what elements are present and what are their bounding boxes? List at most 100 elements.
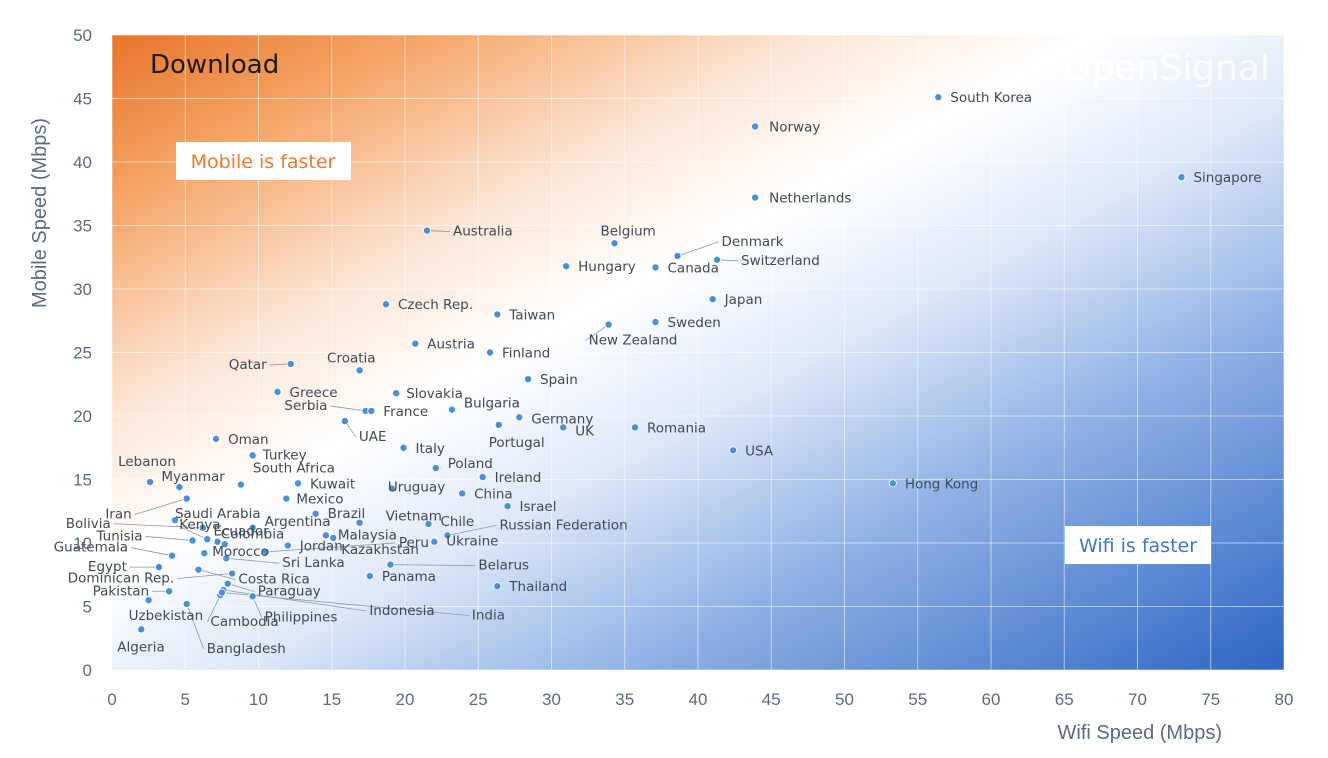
point-colombia [220,540,229,549]
point-pakistan [165,587,174,596]
point-lebanon [146,478,155,487]
x-tick-label: 0 [107,690,116,709]
point-label-belgium: Belgium [600,223,655,239]
point-new-zealand [604,320,613,329]
point-mexico [282,494,291,503]
point-label-cambodia: Cambodia [210,614,278,630]
y-tick-label: 10 [73,534,92,553]
point-kenya [203,535,212,544]
y-tick-label: 5 [83,598,92,617]
point-label-spain: Spain [540,372,578,388]
chart-title: Download [150,50,279,80]
leader-iran [134,498,187,515]
point-greece [273,387,282,396]
point-label-croatia: Croatia [327,350,376,366]
point-czech-rep [381,300,390,309]
point-label-sweden: Sweden [668,315,721,331]
point-label-belarus: Belarus [478,558,529,574]
point-portugal [494,420,503,429]
point-label-kazakhstan: Kazakhstan [341,542,419,558]
point-label-india: India [472,608,505,624]
point-label-panama: Panama [382,569,436,585]
point-turkey [248,451,257,460]
x-axis-title: Wifi Speed (Mbps) [1058,722,1223,744]
point-ecuador [213,537,222,546]
point-label-guatemala: Guatemala [54,540,128,556]
point-spain [524,375,533,384]
point-kuwait [294,479,303,488]
point-label-iran: Iran [105,507,131,523]
point-uae [340,417,349,426]
point-france [367,406,376,415]
point-egypt [154,563,163,572]
annotation-wifi-faster: Wifi is faster [1065,526,1211,564]
x-tick-label: 70 [1128,690,1147,709]
point-label-myanmar: Myanmar [161,469,225,485]
leader-tunisia [145,536,193,541]
leader-bolivia [113,523,203,529]
point-oman [212,434,221,443]
axis-ticks: 0 5 10 15 20 25 30 35 40 45 50 55 60 65 70 75 80 0 5 10 15 20… [73,26,1293,709]
point-israel [503,502,512,511]
point-label-hong-kong: Hong Kong [905,476,978,492]
point-label-ukraine: Ukraine [446,534,498,550]
point-label-uzbekistan: Uzbekistan [129,608,204,624]
point-vietnam [355,518,364,527]
point-label-kenya: Kenya [179,517,220,533]
point-labels: South Korea Norway Singapore Netherlands Aus… [54,90,1262,657]
point-label-singapore: Singapore [1193,170,1261,186]
point-finland [485,348,494,357]
leader-lines [113,230,739,650]
point-croatia [355,366,364,375]
point-label-oman: Oman [228,432,269,448]
point-label-costa-rica: Costa Rica [238,572,309,588]
point-brazil [311,509,320,518]
y-tick-label: 40 [73,153,92,172]
point-australia [422,226,431,235]
y-axis-title: Mobile Speed (Mbps) [29,118,51,308]
point-label-algeria: Algeria [117,639,164,655]
point-label-saudi-arabia: Saudi Arabia [175,506,261,522]
point-label-tunisia: Tunisia [95,528,142,544]
point-label-uruguay: Uruguay [388,479,445,495]
point-algeria [137,625,146,634]
point-label-netherlands: Netherlands [769,191,851,207]
point-label-finland: Finland [502,346,550,362]
point-india [217,588,226,597]
x-tick-label: 35 [615,690,634,709]
point-label-brazil: Brazil [328,506,366,522]
point-label-usa: USA [745,443,774,459]
point-label-qatar: Qatar [229,357,267,373]
point-panama [365,572,374,581]
point-south-africa [236,480,245,489]
point-japan [708,295,717,304]
point-denmark [673,251,682,260]
annotation-mobile-faster: Mobile is faster [176,142,351,180]
point-label-uk: UK [575,423,595,439]
point-label-russian-federation: Russian Federation [499,517,627,533]
point-sweden [651,318,660,327]
data-points [137,93,1186,634]
point-sri-lanka [222,554,231,563]
y-tick-label: 35 [73,217,92,236]
point-label-turkey: Turkey [262,447,307,463]
x-tick-label: 45 [762,690,781,709]
point-label-greece: Greece [290,385,338,401]
point-label-mexico: Mexico [296,492,343,508]
point-china [458,489,467,498]
x-tick-label: 65 [1055,690,1074,709]
point-label-jordan: Jordan [299,539,343,555]
point-peru [261,547,270,556]
point-label-south-africa: South Africa [253,461,335,477]
point-singapore [1177,173,1186,182]
x-tick-label: 75 [1201,690,1220,709]
x-tick-label: 30 [542,690,561,709]
x-tick-label: 55 [908,690,927,709]
point-label-uae: UAE [359,429,387,445]
point-label-lebanon: Lebanon [118,454,176,470]
point-label-serbia: Serbia [284,398,327,414]
point-netherlands [751,193,760,202]
point-paraguay [223,579,232,588]
point-argentina [248,523,257,532]
y-tick-label: 0 [83,661,92,680]
